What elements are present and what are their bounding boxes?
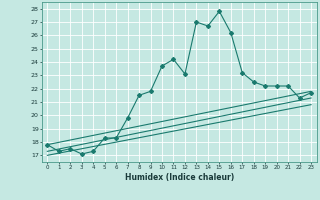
X-axis label: Humidex (Indice chaleur): Humidex (Indice chaleur)	[124, 173, 234, 182]
